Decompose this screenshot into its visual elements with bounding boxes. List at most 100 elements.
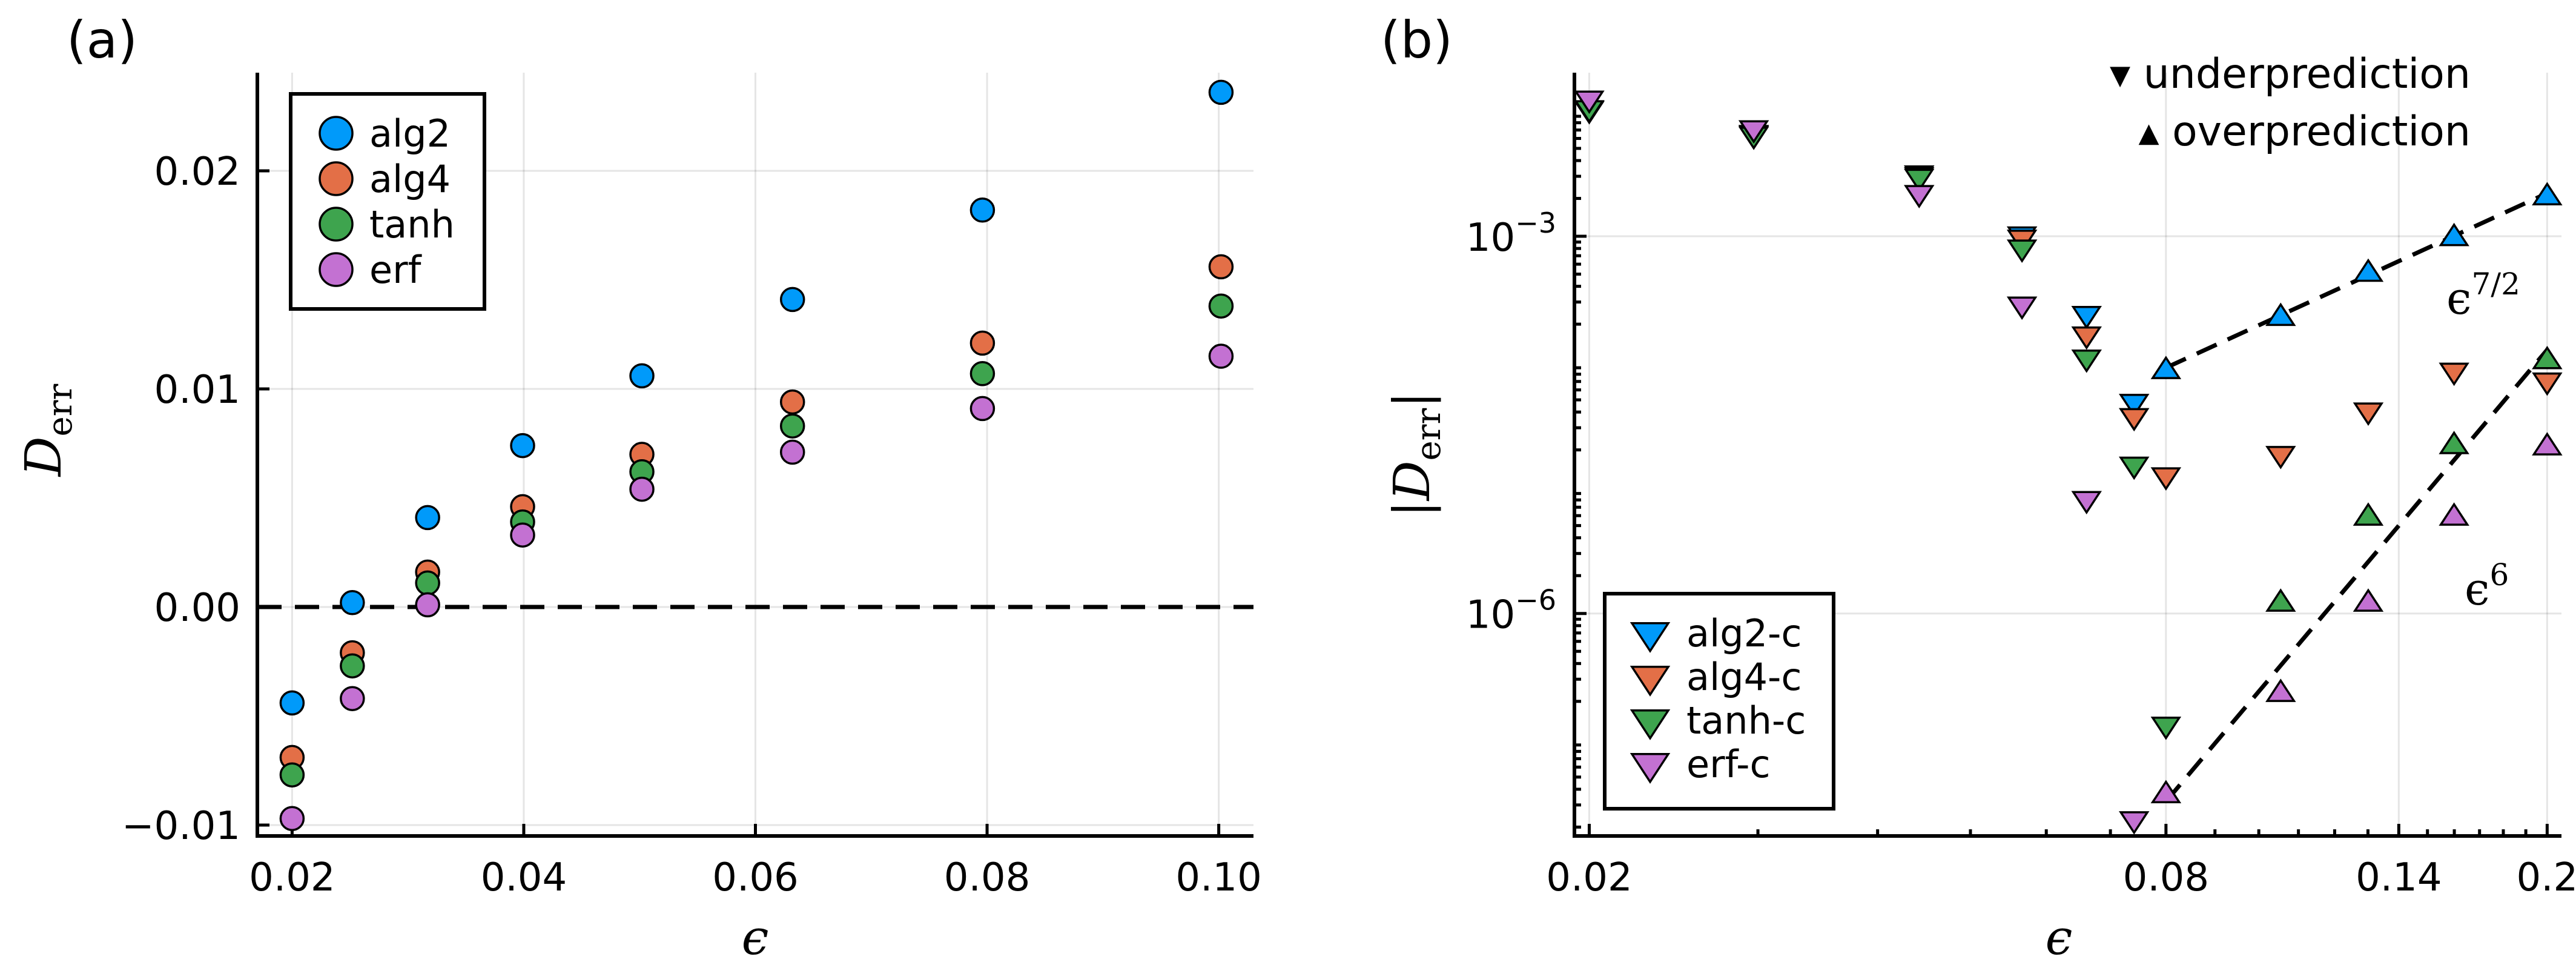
panel-a-point-alg2	[510, 433, 535, 459]
panel-a-legend-label-alg4: alg4	[369, 157, 451, 201]
slope-annotation-7-2-exponent: 7/2	[2471, 267, 2520, 302]
panel-a-y-axis-label-main: D	[15, 436, 73, 477]
panel-a-point-tanh	[279, 762, 305, 788]
panel-b-axes	[1573, 73, 2561, 838]
panel-a-point-erf	[510, 522, 535, 548]
panel-b-y-tick-label: 10−3	[1466, 207, 1556, 260]
panel-b-point-erf-c	[2439, 502, 2469, 526]
panel-b-point-erf-c	[2006, 296, 2038, 320]
slope-annotation-6-exponent: 6	[2489, 557, 2509, 592]
panel-a-y-axis-label-sub: err	[41, 384, 80, 437]
panel-b-data-points	[1574, 90, 2563, 835]
panel-b-legend-label-alg4-c: alg4-c	[1686, 655, 1802, 699]
panel-b-legend-label-erf-c: erf-c	[1686, 742, 1771, 786]
overprediction-annotation: ▴ overprediction	[2138, 108, 2471, 156]
panel-a-x-tick-label: 0.02	[249, 855, 335, 900]
panel-a-x-tick-label: 0.04	[481, 855, 567, 900]
panel-b-gridlines	[1574, 73, 2561, 836]
panel-a-point-erf	[340, 686, 365, 711]
panel-a-point-erf	[779, 439, 805, 465]
panel-a-y-tick-label: 0.01	[154, 368, 241, 413]
panel-b-legend-label-alg2-c: alg2-c	[1686, 611, 1802, 655]
panel-a-x-tick-label: 0.06	[712, 855, 799, 900]
panel-a-point-alg2	[969, 197, 996, 223]
panel-a-point-alg2	[629, 363, 655, 389]
panel-a-point-tanh	[415, 570, 440, 596]
panel-b-scaling-fit-line	[2164, 348, 2549, 803]
panel-b-point-alg4-c	[2119, 408, 2150, 432]
panel-a-point-tanh	[779, 413, 805, 439]
panel-b-legend-marker-alg4-c	[1630, 666, 1671, 697]
panel-b-point-erf-c	[2150, 780, 2182, 803]
panel-b-point-alg4-c	[2353, 402, 2384, 426]
panel-b-point-tanh-c	[1904, 168, 1935, 193]
panel-a-point-tanh	[1208, 293, 1234, 319]
panel-b-point-alg4-c	[2439, 362, 2469, 386]
panel-b-x-tick-label: 0.08	[2123, 855, 2210, 900]
panel-b-point-alg2-c	[2265, 302, 2296, 327]
slope-annotation-7-2: ϵ7/2	[2446, 267, 2520, 325]
panel-a-legend-marker-tanh	[319, 207, 354, 242]
slope-annotation-7-2-base: ϵ	[2446, 273, 2471, 325]
panel-b-x-tick-label: 0.14	[2356, 855, 2442, 900]
underprediction-annotation: ▾ underprediction	[2110, 50, 2471, 98]
panel-a-point-alg2	[340, 590, 365, 615]
panel-a-y-tick-label: −0.01	[122, 804, 240, 849]
panel-a-legend-marker-alg4	[319, 161, 354, 196]
panel-b-point-erf-c	[2119, 811, 2150, 835]
slope-annotation-6-base: ϵ	[2465, 563, 2489, 615]
panel-a-legend-marker-alg2	[319, 116, 354, 151]
panel-b-point-erf-c	[2265, 678, 2296, 702]
panel-b-label: (b)	[1381, 10, 1453, 70]
panel-b-legend-marker-alg2-c	[1630, 622, 1671, 653]
panel-b-y-axis-abs-left: |	[1384, 500, 1441, 517]
panel-b-point-tanh-c	[2353, 502, 2384, 526]
panel-a-point-alg2	[1208, 79, 1234, 105]
panel-b-y-axis-label-sub: err	[1409, 408, 1448, 461]
panel-b-point-erf-c	[2353, 588, 2384, 612]
panel-a-data-points	[279, 79, 1234, 831]
panel-b-point-alg2-c	[2353, 258, 2384, 282]
panel-b-point-alg2-c	[2071, 306, 2102, 330]
panel-b-ticks: 0.02 0.08 0.14 0.2 10−6 10−3	[1466, 114, 2576, 900]
panel-b-x-axis-label: ϵ	[2046, 909, 2073, 965]
panel-b: (b) 0.02 0.08 0.14 0.210−610−3 ϵ |Derr| ▾ u…	[1381, 10, 2576, 965]
panel-a: (a) 0.02 0.04 0.06 0.08 0.10−0.010.000.010.0…	[15, 10, 1262, 965]
panel-b-y-axis-label-main: D	[1384, 460, 1441, 502]
panel-a-x-tick-label: 0.08	[944, 855, 1031, 900]
panel-b-point-erf-c	[2532, 432, 2563, 456]
panel-b-point-alg4-c	[2265, 446, 2296, 469]
panel-a-y-axis-label: Derr	[15, 384, 80, 478]
panel-b-legend-marker-tanh-c	[1630, 709, 1671, 740]
panel-a-x-axis-label: ϵ	[742, 909, 769, 965]
panel-a-point-tanh	[340, 653, 365, 678]
panel-b-y-tick-label: 10−6	[1466, 584, 1556, 638]
panel-b-point-alg4-c	[2071, 326, 2102, 350]
panel-b-point-alg2-c	[2439, 222, 2469, 247]
panel-b-point-erf-c	[2071, 491, 2102, 515]
panel-b-legend-marker-erf-c	[1630, 753, 1671, 784]
panel-b-point-tanh-c	[2150, 716, 2182, 740]
panel-b-point-tanh-c	[2071, 350, 2102, 373]
slope-annotation-6: ϵ6	[2465, 557, 2509, 615]
panel-a-point-alg4	[1208, 254, 1234, 280]
panel-a-point-alg4	[969, 330, 996, 356]
panel-a-point-alg2	[779, 287, 805, 313]
panel-b-point-erf-c	[1738, 120, 1769, 144]
panel-a-point-alg2	[415, 505, 440, 531]
panel-a-point-erf	[415, 592, 440, 618]
panel-b-point-tanh-c	[2532, 345, 2563, 370]
panel-a-point-erf	[279, 806, 305, 831]
panel-a-legend-label-alg2: alg2	[369, 111, 451, 156]
panel-b-point-alg4-c	[2150, 467, 2182, 491]
panel-b-point-tanh-c	[2006, 239, 2038, 264]
panel-a-point-alg4	[779, 389, 805, 415]
panel-a-x-tick-label: 0.10	[1175, 855, 1262, 900]
panel-a-legend-label-erf: erf	[369, 248, 423, 292]
panel-a-y-tick-label: 0.00	[154, 586, 241, 631]
panel-a-legend-marker-erf	[319, 252, 354, 287]
panel-b-x-tick-label: 0.02	[1546, 855, 1633, 900]
